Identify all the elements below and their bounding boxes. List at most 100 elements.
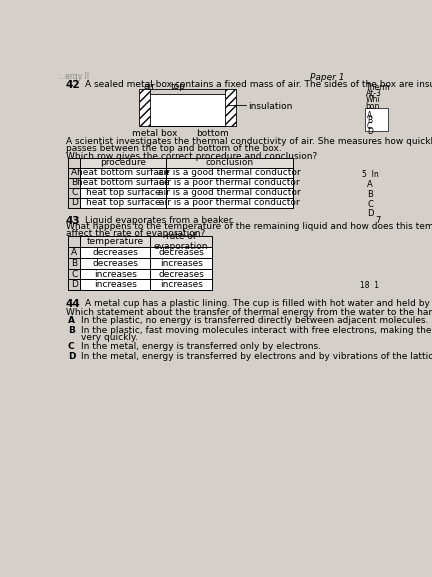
Text: In the metal, energy is transferred only by electrons.: In the metal, energy is transferred only… [81,342,321,351]
Text: insulation: insulation [248,102,292,111]
Bar [68,198,80,208]
Text: decreases: decreases [158,269,204,279]
Text: In the plastic, no energy is transferred directly between adjacent molecules.: In the plastic, no energy is transferred… [81,316,429,325]
Text: C: C [71,188,77,197]
Text: D: D [71,280,78,289]
Text: top: top [170,81,185,91]
Text: heat bottom surface: heat bottom surface [77,168,169,177]
Text: A: A [367,111,372,120]
Text: A sealed metal box contains a fixed mass of air. The sides of the box are insula: A sealed metal box contains a fixed mass… [85,80,432,89]
Text: passes between the top and bottom of the box.: passes between the top and bottom of the… [66,144,281,153]
Bar [80,258,150,269]
Text: A scientist investigates the thermal conductivity of air. She measures how quick: A scientist investigates the thermal con… [66,137,432,146]
Text: A: A [68,316,75,325]
Bar [68,279,80,290]
Text: Whi: Whi [365,95,380,104]
Text: D: D [367,209,374,218]
Text: 44: 44 [66,299,80,309]
Text: conclusion: conclusion [206,158,254,167]
Text: air is a poor thermal conductor: air is a poor thermal conductor [159,178,300,188]
Text: bottom: bottom [197,129,229,138]
Text: A: A [71,248,77,257]
Bar [80,269,150,279]
Bar [165,168,293,178]
Text: D: D [71,198,78,207]
Bar [80,168,165,178]
Text: very quickly.: very quickly. [81,334,138,342]
Bar [80,158,165,168]
Bar [68,158,80,168]
Bar [80,237,150,247]
Text: decreases: decreases [92,248,138,257]
Text: What happens to the temperature of the remaining liquid and how does this temper: What happens to the temperature of the r… [66,223,432,231]
Text: In the metal, energy is transferred by electrons and by vibrations of the lattic: In the metal, energy is transferred by e… [81,352,432,361]
Text: A: A [71,168,77,177]
Bar [150,269,212,279]
Text: affect the rate of evaporation?: affect the rate of evaporation? [66,230,205,238]
Text: B: B [367,190,373,199]
Text: procedure: procedure [100,158,146,167]
Text: 5  In: 5 In [362,170,378,179]
Bar [80,188,165,198]
Bar [68,269,80,279]
Text: air is a good thermal conductor: air is a good thermal conductor [158,168,301,177]
Bar [80,198,165,208]
Text: A: A [367,180,373,189]
Bar [165,198,293,208]
Text: A metal cup has a plastic lining. The cup is filled with hot water and held by a: A metal cup has a plastic lining. The cu… [85,299,432,309]
Text: air is a good thermal conductor: air is a good thermal conductor [158,188,301,197]
Text: At-3: At-3 [365,89,381,98]
Text: heat bottom surface: heat bottom surface [77,178,169,188]
Bar [68,258,80,269]
Bar [68,247,80,258]
Text: increases: increases [160,280,203,289]
Bar [139,89,150,126]
Text: 18  1: 18 1 [360,281,379,290]
Text: ...ergy II: ...ergy II [58,72,89,81]
Bar [165,188,293,198]
Bar [150,237,212,247]
Text: Which row gives the correct procedure and conclusion?: Which row gives the correct procedure an… [66,152,317,160]
Text: C: C [367,200,373,209]
Text: decreases: decreases [158,248,204,257]
Bar [68,237,80,247]
Text: increases: increases [94,269,137,279]
Text: D: D [367,127,373,136]
Text: increases: increases [160,258,203,268]
Bar [68,178,80,188]
Text: 42: 42 [66,80,80,90]
Text: decreases: decreases [92,258,138,268]
Text: metal box: metal box [131,129,177,138]
Text: C: C [71,269,77,279]
Bar [80,247,150,258]
Bar [225,89,236,126]
Bar [80,279,150,290]
Text: heat top surface: heat top surface [86,188,160,197]
Text: air: air [143,81,155,91]
Bar [80,178,165,188]
Text: Which statement about the transfer of thermal energy from the water to the hand : Which statement about the transfer of th… [66,308,432,317]
Text: C: C [68,342,75,351]
Bar [150,247,212,258]
Text: heat top surface: heat top surface [86,198,160,207]
Text: C: C [367,122,372,130]
Bar [68,168,80,178]
Text: Therm: Therm [365,83,390,92]
Bar [149,94,227,126]
Text: Liquid evaporates from a beaker.: Liquid evaporates from a beaker. [85,216,235,224]
Bar [150,258,212,269]
Text: D: D [68,352,76,361]
Text: rate of
evaporation: rate of evaporation [154,232,208,252]
Text: increases: increases [94,280,137,289]
Text: bon: bon [365,102,380,111]
Bar [165,178,293,188]
Bar [165,158,293,168]
Text: B: B [68,327,75,335]
Bar [150,279,212,290]
Text: temperature: temperature [87,237,144,246]
Text: In the plastic, fast moving molecules interact with free electrons, making the e: In the plastic, fast moving molecules in… [81,327,432,335]
Text: B: B [71,178,77,188]
Text: B: B [71,258,77,268]
Text: Paper 1: Paper 1 [310,73,344,82]
Text: 43: 43 [66,216,80,226]
